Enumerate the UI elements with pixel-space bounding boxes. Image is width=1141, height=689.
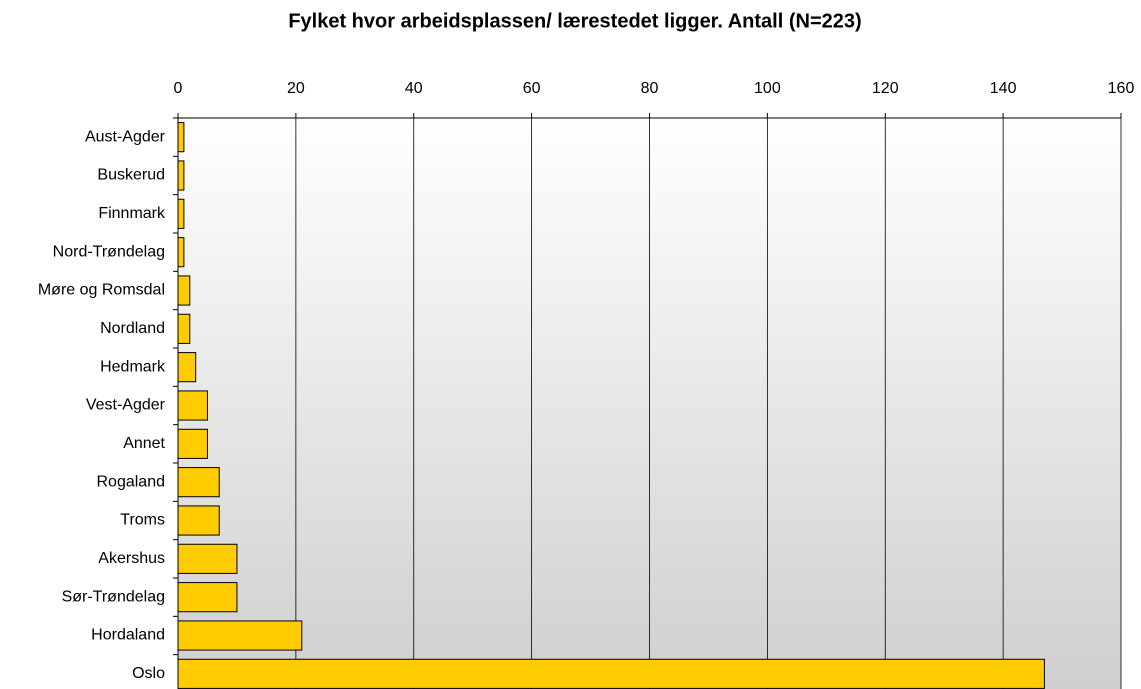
y-tick-label: Hedmark (100, 358, 166, 375)
chart-title: Fylket hvor arbeidsplassen/ lærestedet l… (288, 10, 861, 32)
bar (177, 160, 185, 191)
y-tick-label: Vest-Agder (86, 397, 166, 414)
y-tick-label: Hordaland (91, 627, 165, 644)
bar (177, 658, 1045, 689)
x-tick-label: 120 (872, 80, 899, 97)
bar (177, 237, 185, 268)
y-tick-label: Oslo (132, 665, 165, 682)
y-tick-label: Nord-Trøndelag (53, 243, 165, 260)
y-tick-label: Nordland (100, 320, 165, 337)
y-tick-label: Møre og Romsdal (38, 282, 165, 299)
y-tick-label: Sør-Trøndelag (62, 588, 165, 605)
bar (177, 198, 185, 229)
y-tick-label: Rogaland (97, 473, 166, 490)
bar (177, 313, 191, 344)
x-tick-label: 140 (990, 80, 1017, 97)
y-tick-label: Buskerud (97, 167, 165, 184)
y-tick-label: Aust-Agder (85, 128, 166, 145)
x-tick-label: 20 (287, 80, 305, 97)
bar (177, 467, 220, 498)
y-tick-label: Troms (120, 512, 165, 529)
bar (177, 428, 208, 459)
bar (177, 275, 191, 306)
bar (177, 543, 238, 574)
y-tick-label: Annet (123, 435, 165, 452)
x-tick-label: 80 (641, 80, 659, 97)
bar (177, 620, 303, 651)
x-tick-label: 160 (1108, 80, 1135, 97)
x-tick-label: 100 (754, 80, 781, 97)
bar (177, 122, 185, 153)
bar (177, 505, 220, 536)
bar (177, 582, 238, 613)
bar (177, 352, 197, 383)
x-tick-label: 0 (174, 80, 183, 97)
x-tick-label: 40 (405, 80, 423, 97)
x-tick-label: 60 (523, 80, 541, 97)
y-tick-label: Finnmark (98, 205, 166, 222)
bar (177, 390, 208, 421)
y-tick-label: Akershus (98, 550, 165, 567)
